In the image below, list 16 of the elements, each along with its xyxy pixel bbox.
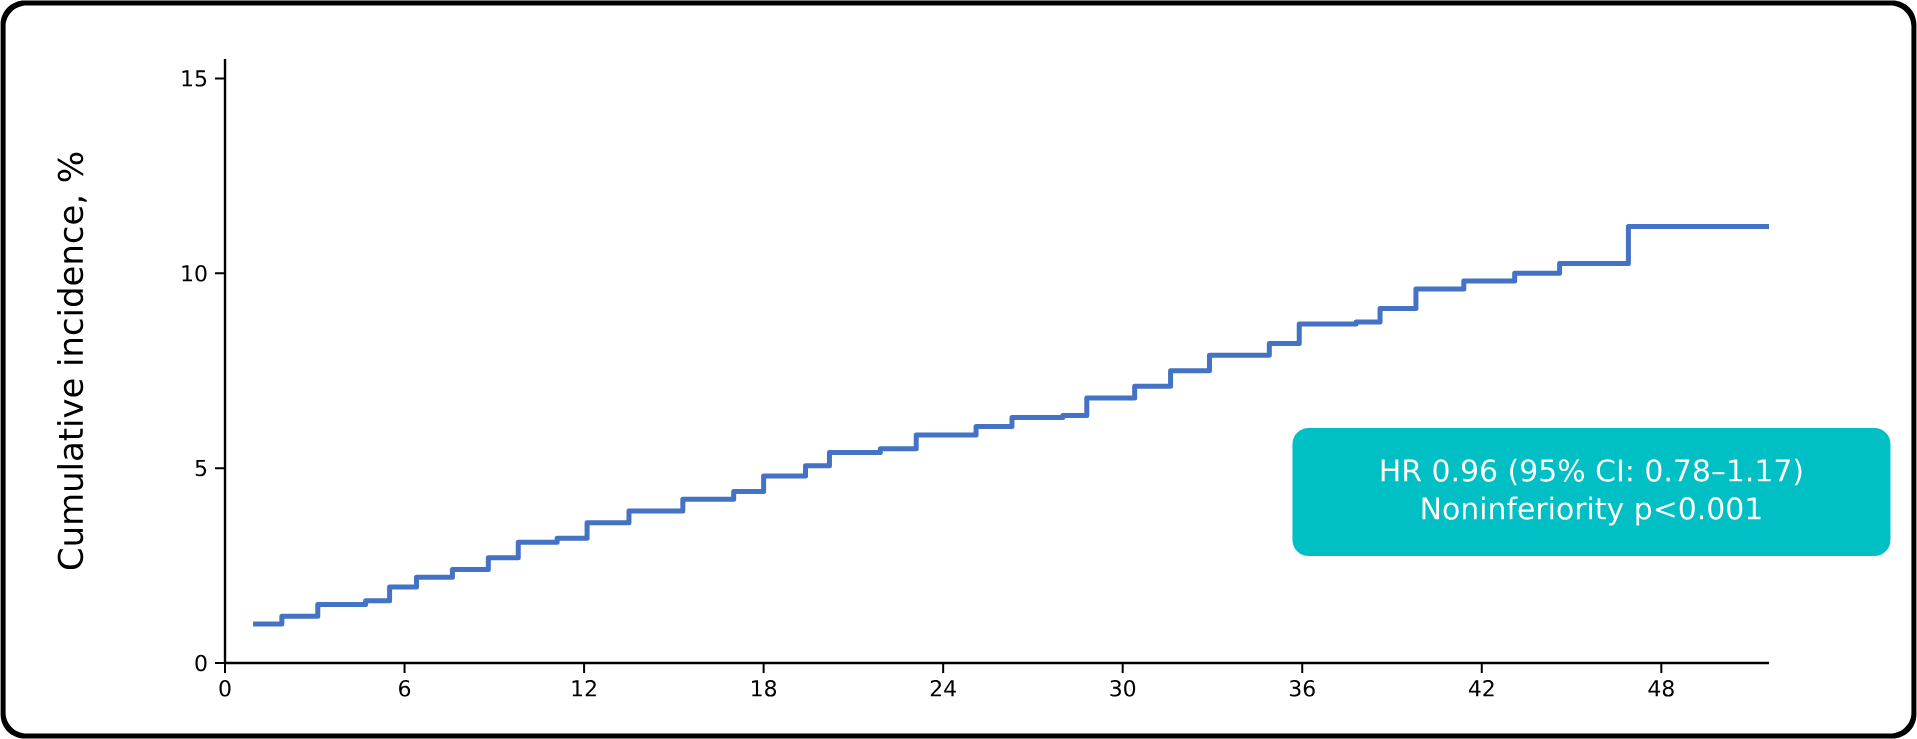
y-axis-title: Cumulative incidence, % — [57, 152, 87, 570]
x-tick-label: 0 — [219, 680, 231, 697]
x-tick-label: 18 — [752, 680, 777, 697]
x-tick-label: 6 — [399, 680, 411, 697]
y-tick-label: 15 — [182, 70, 207, 87]
annotation: HR 0.96 (95% CI: 0.78–1.17) — [1381, 458, 1802, 486]
x-tick-label: 24 — [930, 680, 956, 697]
y-tick-label: 5 — [195, 460, 207, 477]
y-tick-label: 0 — [195, 654, 207, 672]
x-tick-label: 42 — [1468, 680, 1494, 697]
x-tick-label: 12 — [572, 680, 596, 697]
y-tick-label: 10 — [182, 265, 207, 282]
x-tick-label: 36 — [1289, 680, 1315, 697]
x-tick-label: 48 — [1648, 680, 1674, 697]
annotation: Noninferiority p<0.001 — [1422, 496, 1761, 526]
x-tick-label: 30 — [1110, 680, 1136, 697]
